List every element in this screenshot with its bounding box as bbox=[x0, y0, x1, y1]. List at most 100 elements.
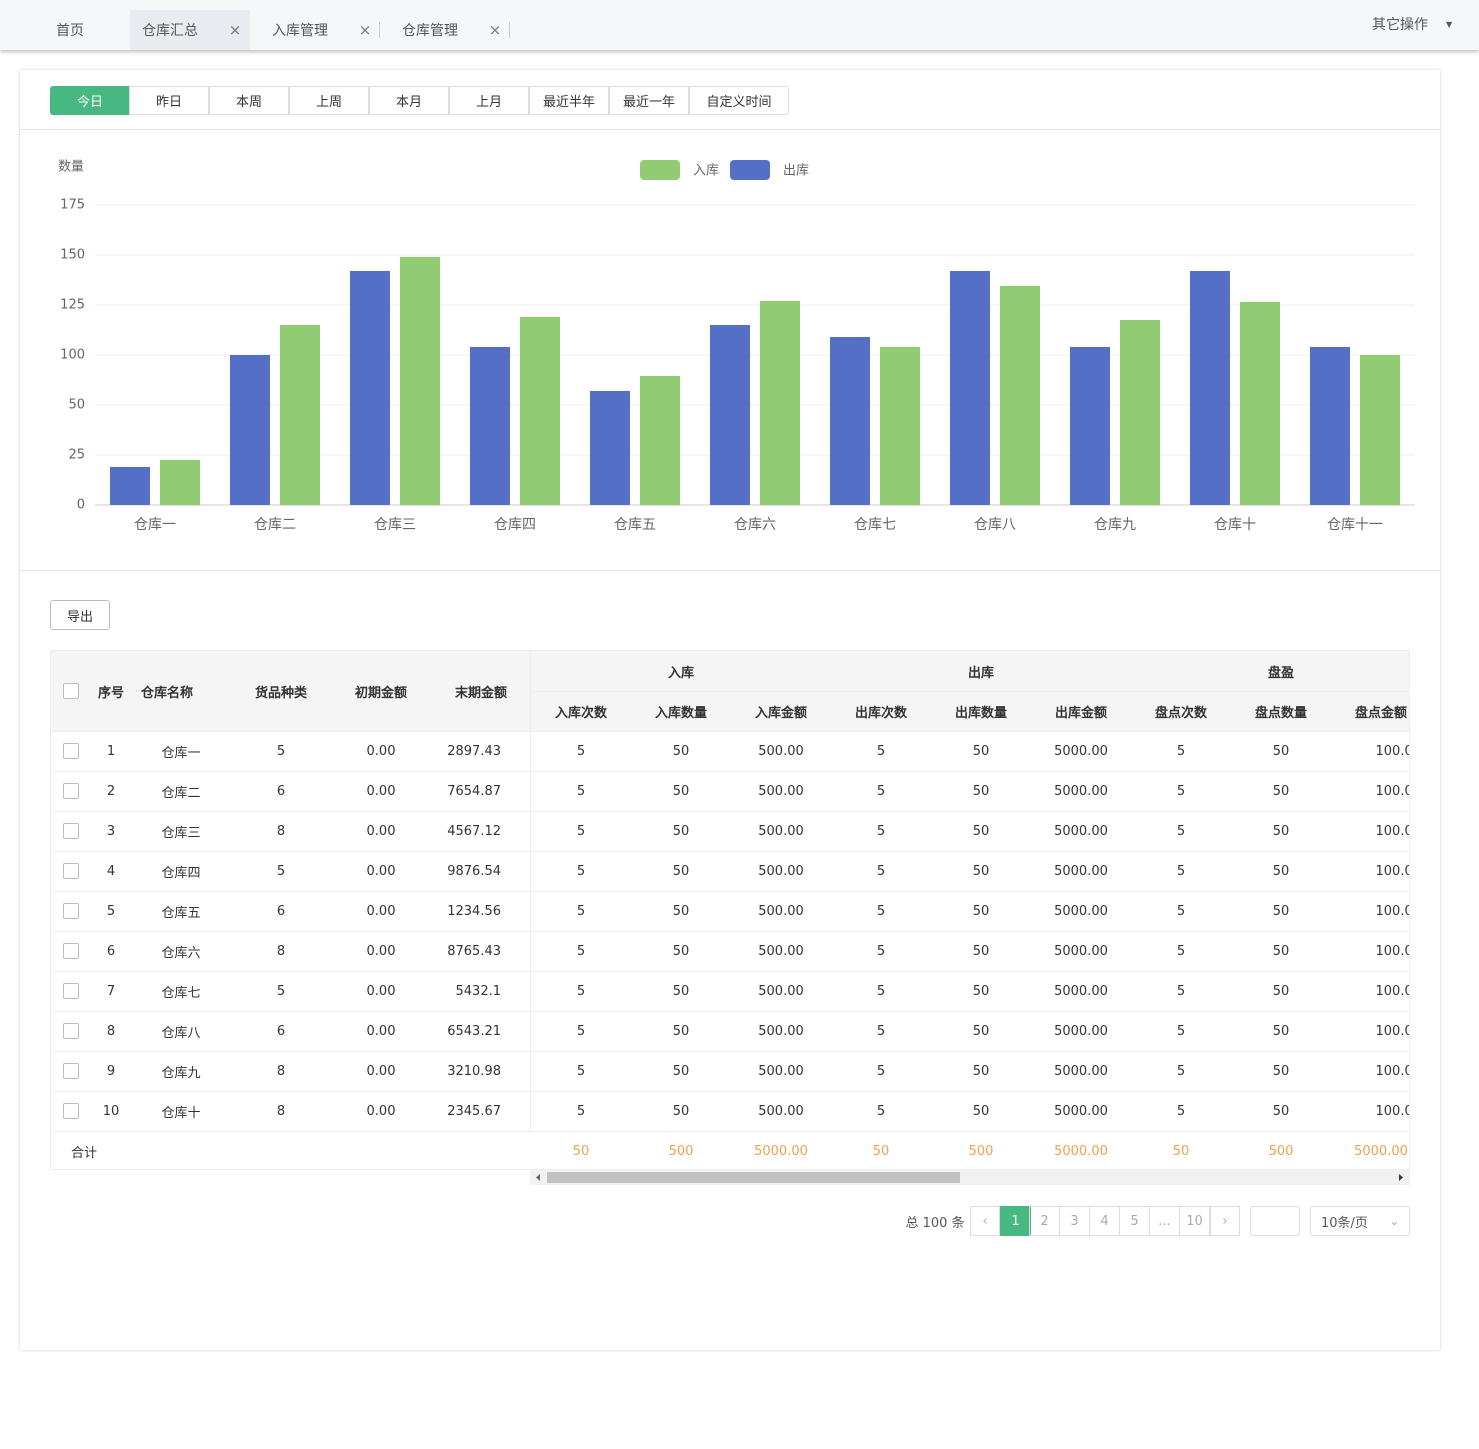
tab-bar: 其它操作 ▼ 首页 仓库汇总 × 入库管理 × 仓库管理 × bbox=[0, 0, 1479, 50]
separator bbox=[509, 22, 510, 38]
x-tick-label: 仓库三 bbox=[374, 517, 416, 533]
cell: 5 bbox=[576, 1063, 586, 1079]
cell: 仓库八 bbox=[161, 1025, 201, 1041]
row-border bbox=[51, 1091, 1409, 1092]
date-filter[interactable]: 上周 bbox=[289, 86, 369, 115]
total-cell: 500 bbox=[968, 1143, 994, 1159]
cell: 50 bbox=[1272, 1063, 1290, 1079]
bar bbox=[760, 301, 800, 505]
prev-page[interactable]: ‹ bbox=[970, 1206, 1000, 1236]
cell: 0.00 bbox=[366, 1023, 396, 1039]
tab-close[interactable]: × bbox=[358, 21, 372, 39]
cell: 50 bbox=[972, 943, 990, 959]
page-item[interactable]: ... bbox=[1149, 1206, 1180, 1236]
x-tick-label: 仓库五 bbox=[614, 517, 656, 533]
checkbox[interactable] bbox=[63, 783, 79, 799]
total-cell: 50 bbox=[572, 1143, 590, 1159]
date-filter[interactable]: 昨日 bbox=[129, 86, 209, 115]
checkbox[interactable] bbox=[63, 683, 79, 699]
scroll-right[interactable] bbox=[1397, 1173, 1405, 1182]
y-tick-label: 100 bbox=[60, 348, 85, 363]
cell: 500.00 bbox=[758, 943, 804, 959]
row-border bbox=[51, 971, 1409, 972]
jump-input[interactable] bbox=[1250, 1206, 1300, 1236]
export-button[interactable]: 导出 bbox=[50, 600, 110, 630]
page-item[interactable]: 4 bbox=[1089, 1206, 1120, 1236]
cell: 3 bbox=[106, 823, 116, 839]
cell: 50 bbox=[1272, 903, 1290, 919]
tab-close[interactable]: × bbox=[488, 21, 502, 39]
cell: 9 bbox=[106, 1063, 116, 1079]
bar bbox=[160, 460, 200, 505]
tab[interactable]: 首页 bbox=[56, 23, 84, 39]
cell: 8 bbox=[276, 823, 286, 839]
cell: 仓库五 bbox=[161, 905, 201, 921]
checkbox[interactable] bbox=[63, 823, 79, 839]
date-filter[interactable]: 最近一年 bbox=[609, 86, 689, 115]
date-filter[interactable]: 上月 bbox=[449, 86, 529, 115]
cell: 500.00 bbox=[758, 863, 804, 879]
cell: 仓库四 bbox=[161, 865, 201, 881]
cell: 100.00 bbox=[1375, 1063, 1410, 1079]
cell: 0.00 bbox=[366, 783, 396, 799]
bar bbox=[950, 271, 990, 505]
cell: 5 bbox=[576, 823, 586, 839]
cell: 50 bbox=[972, 1103, 990, 1119]
cell: 5 bbox=[276, 743, 286, 759]
divider bbox=[20, 129, 1440, 130]
page-size-select[interactable]: 10条/页 ⌄ bbox=[1310, 1206, 1410, 1236]
cell: 0.00 bbox=[366, 943, 396, 959]
cell: 500.00 bbox=[758, 903, 804, 919]
cell: 5 bbox=[876, 1063, 886, 1079]
bar bbox=[1240, 302, 1280, 505]
cell: 2345.67 bbox=[447, 1103, 501, 1119]
column-header: 盘点金额 bbox=[1354, 705, 1407, 721]
dropdown-arrow: ▼ bbox=[1446, 19, 1453, 29]
cell: 7 bbox=[106, 983, 116, 999]
page-item[interactable]: 10 bbox=[1179, 1206, 1210, 1236]
other-ops[interactable]: 其它操作 bbox=[1372, 17, 1428, 33]
column-header: 入库金额 bbox=[754, 705, 807, 721]
bar bbox=[470, 347, 510, 505]
scroll-left[interactable] bbox=[534, 1173, 542, 1182]
bar bbox=[880, 347, 920, 505]
checkbox[interactable] bbox=[63, 943, 79, 959]
date-filter[interactable]: 今日 bbox=[50, 86, 130, 115]
tab[interactable]: 入库管理 bbox=[272, 23, 328, 39]
cell: 6 bbox=[106, 943, 116, 959]
checkbox[interactable] bbox=[63, 903, 79, 919]
bar bbox=[590, 391, 630, 505]
cell: 50 bbox=[1272, 1103, 1290, 1119]
tab[interactable]: 仓库管理 bbox=[402, 23, 458, 39]
cell: 0.00 bbox=[366, 1063, 396, 1079]
page-item[interactable]: 2 bbox=[1029, 1206, 1060, 1236]
date-filter[interactable]: 自定义时间 bbox=[689, 86, 789, 115]
page-item[interactable]: 5 bbox=[1119, 1206, 1150, 1236]
date-filter[interactable]: 本周 bbox=[209, 86, 289, 115]
cell: 5 bbox=[1176, 783, 1186, 799]
tab-close[interactable]: × bbox=[228, 21, 242, 39]
date-filter[interactable]: 本月 bbox=[369, 86, 449, 115]
date-filter[interactable]: 最近半年 bbox=[529, 86, 609, 115]
row-border bbox=[51, 1131, 1409, 1132]
cell: 50 bbox=[1272, 863, 1290, 879]
cell: 2 bbox=[106, 783, 116, 799]
column-header: 序号 bbox=[97, 685, 124, 701]
checkbox[interactable] bbox=[63, 1063, 79, 1079]
checkbox[interactable] bbox=[63, 1023, 79, 1039]
page-item[interactable]: 3 bbox=[1059, 1206, 1090, 1236]
tab[interactable]: 仓库汇总 bbox=[142, 23, 198, 39]
checkbox[interactable] bbox=[63, 743, 79, 759]
column-header: 初期金额 bbox=[354, 685, 407, 701]
total-count: 总 100 条 bbox=[905, 1215, 965, 1231]
page-item[interactable]: 1 bbox=[1000, 1206, 1031, 1236]
cell: 5000.00 bbox=[1054, 1103, 1108, 1119]
cell: 5 bbox=[876, 1103, 886, 1119]
next-page[interactable]: › bbox=[1210, 1206, 1240, 1236]
checkbox[interactable] bbox=[63, 1103, 79, 1119]
cell: 50 bbox=[672, 903, 690, 919]
scroll-thumb[interactable] bbox=[547, 1172, 960, 1183]
checkbox[interactable] bbox=[63, 983, 79, 999]
scrollbar[interactable] bbox=[530, 1170, 1410, 1185]
checkbox[interactable] bbox=[63, 863, 79, 879]
